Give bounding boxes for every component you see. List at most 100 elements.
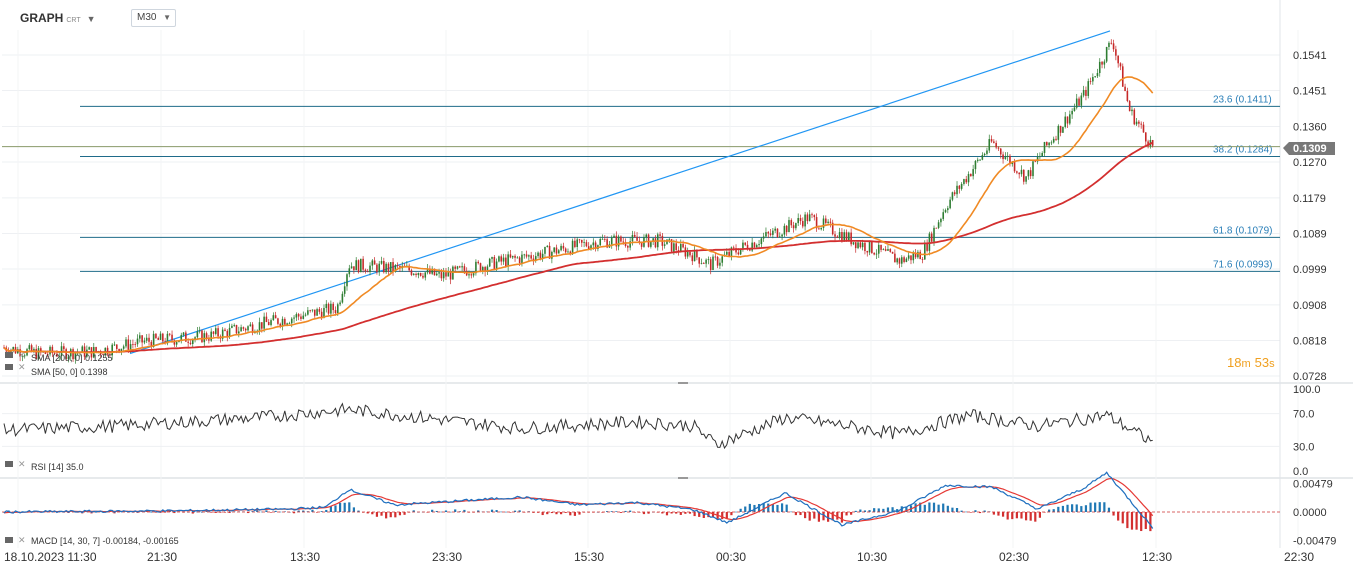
sma200-legend[interactable]: ✕ SMA [200, 0] 0.1255 [5, 350, 113, 363]
macd-histogram-bar [338, 502, 342, 512]
candle-body [894, 253, 896, 263]
candle-body [1087, 81, 1090, 96]
candle-body [850, 232, 852, 245]
candle-body [325, 303, 328, 309]
sma50-legend[interactable]: ✕ SMA [50, 0] 0.1398 [5, 362, 108, 377]
macd-histogram-bar [978, 512, 982, 514]
macd-histogram-bar [454, 509, 457, 512]
countdown-seconds: 53 [1255, 355, 1269, 370]
macd-histogram-bar [541, 512, 544, 516]
candle-body [281, 318, 284, 326]
macd-legend[interactable]: ✕ MACD [14, 30, 7] -0.00184, -0.00165 [5, 535, 179, 546]
macd-histogram-bar [265, 510, 268, 512]
candle-body [1025, 176, 1027, 182]
macd-histogram-bar [302, 510, 305, 512]
candle-body [845, 232, 848, 241]
timeframe-select[interactable]: M30 ▼ [131, 9, 176, 27]
macd-histogram-bar [1121, 512, 1124, 524]
rsi-tick-label: 30.0 [1293, 441, 1314, 453]
candle-body [705, 259, 707, 264]
macd-histogram-bar [610, 511, 613, 512]
candle-body [627, 245, 629, 248]
candle-body [261, 322, 263, 329]
current-price-value: 0.1309 [1293, 143, 1327, 155]
candle-body [997, 147, 1000, 149]
candle-body [990, 139, 993, 142]
candle-body [1101, 61, 1103, 65]
macd-histogram-bar [398, 512, 402, 516]
macd-histogram-bar [629, 510, 632, 512]
macd-histogram-bar [569, 512, 572, 516]
candle-body [884, 249, 887, 251]
macd-histogram-bar [431, 509, 434, 512]
candles-layer [3, 39, 1154, 364]
macd-histogram-bar [573, 512, 576, 516]
candle-body [157, 337, 160, 340]
candle-body [537, 252, 539, 257]
macd-histogram-bar [642, 512, 646, 515]
macd-histogram-bar [882, 508, 885, 512]
candle-body [910, 255, 912, 261]
time-tick-label: 18.10.2023 11:30 [4, 550, 97, 564]
macd-histogram-bar [873, 508, 876, 512]
time-tick-label: 21:30 [147, 550, 177, 564]
candle-body [132, 344, 134, 345]
macd-histogram-bar [606, 511, 609, 512]
macd-histogram-bar [794, 512, 797, 516]
candle-body [696, 249, 698, 258]
candle-body [525, 254, 528, 257]
candle-body [776, 228, 779, 238]
price-tick-label: 0.1179 [1293, 193, 1326, 205]
symbol-selector[interactable]: GRAPH CRT ▼ [20, 11, 96, 25]
candle-body [339, 302, 341, 305]
macd-histogram-bar [1084, 505, 1088, 512]
macd-histogram-bar [1048, 509, 1051, 512]
fib-level-label: 23.6 (0.1411) [1213, 94, 1272, 105]
macd-histogram-bar [647, 512, 650, 514]
candle-body [569, 251, 572, 255]
candle-body [1009, 155, 1011, 165]
candle-body [804, 214, 806, 227]
pane-resize-handle[interactable] [678, 477, 688, 479]
candle-body [859, 242, 862, 248]
candle-body [380, 261, 383, 264]
candle-body [857, 242, 859, 249]
candle-body [1112, 43, 1115, 50]
candle-body [495, 261, 498, 270]
candle-body [599, 239, 602, 246]
candle-body [350, 266, 353, 269]
macd-histogram-bar [191, 512, 194, 514]
macd-histogram-bar [886, 507, 890, 512]
macd-histogram-bar [279, 511, 282, 513]
macd-histogram-bar [500, 511, 503, 513]
candle-body [548, 245, 551, 259]
candle-body [1011, 161, 1014, 165]
candle-body [366, 271, 369, 273]
candle-body [1147, 141, 1149, 146]
candle-body [970, 174, 972, 177]
candle-body [767, 232, 770, 234]
candle-body [35, 348, 38, 359]
rsi-legend[interactable]: ✕ RSI [14] 35.0 [5, 459, 84, 472]
candle-body [19, 349, 21, 357]
candle-body [498, 256, 500, 262]
price-tick-label: 0.0999 [1293, 264, 1327, 276]
price-tick-label: 0.1451 [1293, 86, 1327, 98]
macd-histogram-bar [942, 503, 945, 512]
symbol-name: GRAPH [20, 11, 64, 25]
macd-histogram-bar [661, 512, 664, 514]
candle-body [1043, 142, 1046, 154]
macd-histogram-bar [371, 512, 374, 515]
candle-body [463, 266, 466, 271]
macd-histogram-bar [1098, 502, 1101, 512]
candle-body [737, 252, 740, 255]
macd-histogram-bar [260, 511, 263, 513]
candle-body [424, 272, 427, 278]
candle-body [650, 240, 652, 247]
pane-resize-handle[interactable] [678, 382, 688, 384]
candle-body [1013, 161, 1016, 172]
candle-body [716, 257, 719, 266]
candle-body [900, 257, 903, 264]
candle-body [912, 253, 915, 261]
candle-body [896, 258, 898, 263]
